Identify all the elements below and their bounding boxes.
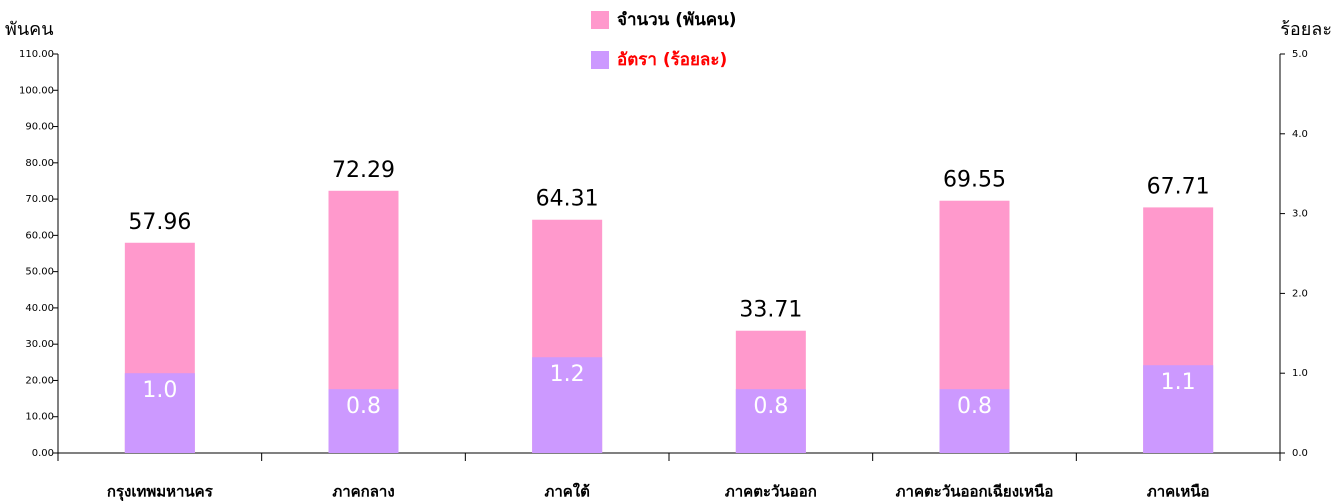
bar (939, 389, 1010, 453)
y-tick-label: 80.00 (25, 158, 54, 169)
y-tick-label: 10.00 (25, 412, 54, 423)
data-label: 64.31 (536, 187, 599, 212)
data-label: 1.0 (142, 378, 177, 403)
bar (124, 373, 195, 453)
data-label: 0.8 (346, 394, 381, 419)
y2-tick-label: 1.0 (1292, 368, 1308, 379)
x-tick-label: ภาคตะวันออก (725, 483, 817, 501)
y2-tick-label: 4.0 (1292, 129, 1308, 140)
y2-tick-label: 5.0 (1292, 49, 1308, 60)
data-label: 0.8 (957, 394, 992, 419)
bar (1143, 365, 1214, 453)
data-label: 33.71 (739, 298, 802, 323)
y-tick-label: 90.00 (25, 122, 54, 133)
bar (328, 389, 399, 453)
y-tick-label: 0.00 (32, 448, 54, 459)
y-tick-label: 50.00 (25, 267, 54, 278)
y-tick-label: 20.00 (25, 375, 54, 386)
legend-label: อัตรา (ร้อยละ) (617, 50, 727, 70)
y-tick-label: 30.00 (25, 339, 54, 350)
y-tick-label: 40.00 (25, 303, 54, 314)
y-axis-label: พันคน (5, 19, 54, 40)
x-tick-label: ภาคใต้ (544, 483, 589, 501)
data-label: 69.55 (943, 168, 1006, 193)
data-label: 57.96 (128, 210, 191, 235)
y2-axis-label: ร้อยละ (1280, 19, 1332, 40)
y-tick-label: 60.00 (25, 230, 54, 241)
data-label: 1.1 (1161, 370, 1196, 395)
y-tick-label: 110.00 (19, 49, 54, 60)
x-tick-label: กรุงเทพมหานคร (107, 483, 214, 502)
x-tick-label: ภาคกลาง (332, 483, 394, 501)
bar (532, 357, 603, 453)
y-tick-label: 100.00 (19, 85, 54, 96)
data-label: 72.29 (332, 158, 395, 183)
data-label: 67.71 (1147, 174, 1210, 199)
y2-tick-label: 3.0 (1292, 209, 1308, 220)
y2-tick-label: 2.0 (1292, 288, 1308, 299)
y-tick-label: 70.00 (25, 194, 54, 205)
legend-swatch (591, 51, 609, 69)
legend-label: จำนวน (พันคน) (617, 10, 737, 30)
y2-tick-label: 0.0 (1292, 448, 1308, 459)
legend-swatch (591, 11, 609, 29)
x-tick-label: ภาคเหนือ (1147, 483, 1210, 501)
x-tick-label: ภาคตะวันออกเฉียงเหนือ (896, 483, 1054, 501)
data-label: 0.8 (753, 394, 788, 419)
bar (735, 389, 806, 453)
data-label: 1.2 (550, 362, 585, 387)
